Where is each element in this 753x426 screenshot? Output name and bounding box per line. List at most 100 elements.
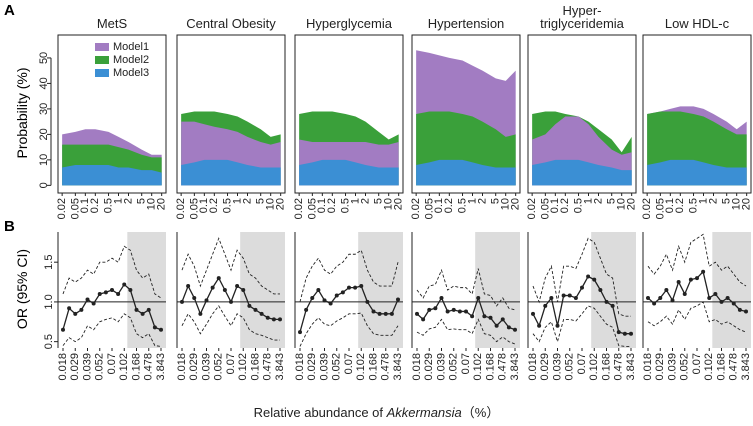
x-tick-label: 0.02: [526, 198, 538, 219]
plot-frame: [642, 34, 752, 194]
y-axis-label: OR (95% CI): [14, 248, 30, 330]
point: [353, 285, 358, 290]
x-tick-label: 10: [383, 198, 395, 210]
point: [531, 311, 535, 316]
line: [647, 233, 747, 287]
x-tick-label: 0.168: [715, 353, 727, 381]
area: [299, 159, 399, 186]
point: [482, 314, 487, 319]
point: [198, 311, 203, 316]
x-tick-label: 0.5: [572, 198, 584, 213]
point: [433, 306, 438, 311]
x-tick-label: 10: [146, 198, 158, 210]
x-tick-label: 2: [122, 198, 134, 204]
area: [532, 159, 632, 186]
x-tick-label: 0.478: [262, 353, 274, 381]
x-tick-label: 0.478: [380, 353, 392, 381]
point: [128, 288, 133, 292]
x-tick-label: 3.843: [392, 353, 404, 381]
point: [580, 285, 584, 290]
line: [647, 301, 747, 333]
point: [152, 325, 157, 330]
x-tick-label: 0.029: [423, 353, 435, 381]
point: [222, 288, 227, 292]
line: [532, 237, 631, 317]
x-tick-label: 20: [741, 198, 753, 210]
shaded-region: [358, 232, 403, 348]
point: [513, 327, 517, 332]
point: [537, 323, 542, 328]
point: [500, 317, 505, 322]
area: [181, 159, 281, 186]
line: [62, 245, 162, 299]
x-tick-label: 0.1: [79, 198, 91, 213]
x-tick-label: 0.07: [691, 353, 703, 374]
x-tick-label: 2: [359, 198, 371, 204]
x-tick-label: 0.039: [318, 353, 330, 381]
point: [328, 301, 333, 306]
line: [181, 305, 280, 341]
point: [476, 295, 481, 300]
y-tick-label: 40: [38, 77, 50, 89]
point: [725, 295, 730, 300]
x-tick-label: 0.05: [423, 198, 435, 219]
point: [340, 290, 345, 295]
point: [604, 299, 609, 304]
point: [67, 306, 72, 311]
point: [658, 295, 663, 300]
point: [451, 307, 456, 312]
x-tick-label: 0.052: [448, 353, 460, 381]
x-tick-label: 0.478: [613, 353, 625, 381]
point: [561, 293, 566, 298]
x-tick-label: 1: [466, 198, 478, 204]
chart-title: MetS: [96, 16, 128, 31]
x-tick-label: 0.168: [600, 353, 612, 381]
point: [707, 295, 712, 300]
x-tick-label: 0.168: [484, 353, 496, 381]
point: [586, 274, 591, 279]
point: [116, 291, 121, 296]
x-tick-label: 0.018: [642, 353, 654, 381]
x-tick-label: 10: [731, 198, 743, 210]
x-tick-label: 1: [349, 198, 361, 204]
x-axis-label: Relative abundance of Akkermansia（%）: [0, 402, 753, 421]
x-tick-label: 0.478: [143, 353, 155, 381]
point: [265, 315, 270, 320]
x-tick-label: 10: [500, 198, 512, 210]
panel-label: B: [4, 218, 15, 235]
point: [159, 327, 163, 332]
x-tick-label: 0.2: [326, 198, 338, 213]
y-axis-label: Probability (%): [14, 67, 30, 159]
point: [73, 311, 78, 316]
point: [146, 307, 151, 312]
x-tick-label: 0.05: [188, 198, 200, 219]
point: [494, 323, 499, 328]
chart-title: Hypertension: [427, 16, 505, 31]
point: [610, 303, 615, 308]
point: [682, 291, 687, 296]
point: [592, 277, 597, 282]
chart-title: Low HDL-c: [664, 16, 730, 31]
point: [622, 331, 627, 336]
x-tick-label: 20: [510, 198, 522, 210]
x-tick-label: 0.2: [443, 198, 455, 213]
point: [229, 299, 233, 304]
x-tick-label: 0.05: [69, 198, 81, 219]
x-label-unit: （%）: [461, 405, 500, 420]
x-tick-label: 0.168: [249, 353, 261, 381]
point: [298, 330, 302, 335]
x-tick-label: 0.5: [221, 198, 233, 213]
point: [122, 282, 127, 287]
point: [488, 315, 493, 320]
point: [253, 307, 258, 312]
chart-title: Hyperglycemia: [306, 16, 392, 31]
x-tick-label: 1: [231, 198, 243, 204]
line: [299, 312, 399, 347]
x-tick-label: 0.029: [188, 353, 200, 381]
x-tick-label: 0.2: [674, 198, 686, 213]
x-tick-label: 0.018: [57, 353, 69, 381]
x-tick-label: 0.02: [175, 198, 187, 219]
point: [278, 317, 282, 322]
x-tick-label: 2: [476, 198, 488, 204]
x-tick-label: 3.843: [274, 353, 286, 381]
